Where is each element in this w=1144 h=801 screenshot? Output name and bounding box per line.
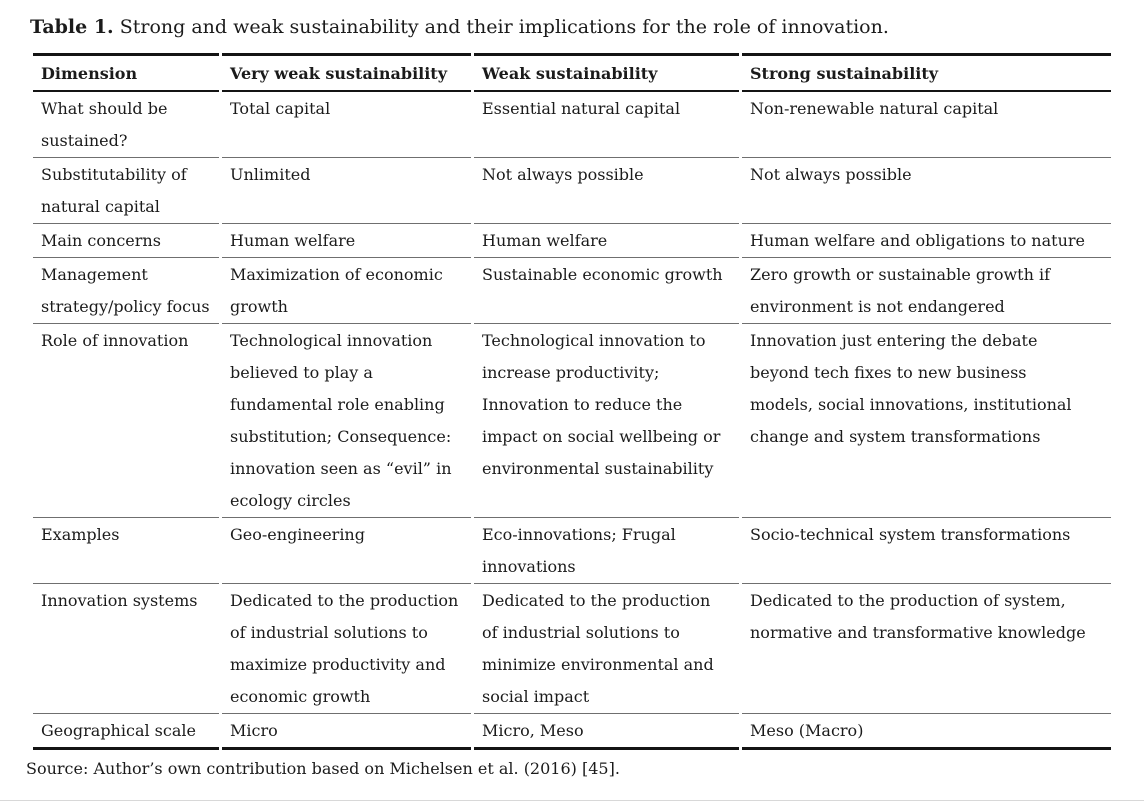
table-number-label: Table 1. xyxy=(30,16,114,38)
table-cell: Human welfare xyxy=(474,224,739,258)
table-cell: Innovation systems xyxy=(33,584,219,714)
table-cell: Meso (Macro) xyxy=(742,714,1111,750)
table-row-role-of-innovation: Role of innovation Technological innovat… xyxy=(33,324,1111,518)
table-cell: Examples xyxy=(33,518,219,584)
table-cell: Micro xyxy=(222,714,471,750)
table-cell: Innovation just entering the debate beyo… xyxy=(742,324,1111,518)
table-row-innovation-systems: Innovation systems Dedicated to the prod… xyxy=(33,584,1111,714)
column-header-dimension: Dimension xyxy=(33,53,219,92)
column-header-weak: Weak sustainability xyxy=(474,53,739,92)
paper-table-figure: Table 1. Strong and weak sustainability … xyxy=(26,14,1114,778)
table-row-examples: Examples Geo-engineering Eco-innovations… xyxy=(33,518,1111,584)
table-cell: Not always possible xyxy=(742,158,1111,224)
table-cell: Essential natural capital xyxy=(474,92,739,158)
table-caption-text: Strong and weak sustainability and their… xyxy=(113,16,889,38)
table-cell: Substitutability of natural capital xyxy=(33,158,219,224)
table-cell: Micro, Meso xyxy=(474,714,739,750)
table-cell: Management strategy/policy focus xyxy=(33,258,219,324)
table-cell: Not always possible xyxy=(474,158,739,224)
column-header-very-weak: Very weak sustainability xyxy=(222,53,471,92)
table-cell: Human welfare and obligations to nature xyxy=(742,224,1111,258)
header-row: Dimension Very weak sustainability Weak … xyxy=(33,53,1111,92)
table-cell: Technological innovation believed to pla… xyxy=(222,324,471,518)
table-cell: Main concerns xyxy=(33,224,219,258)
column-header-strong: Strong sustainability xyxy=(742,53,1111,92)
table-cell: Role of innovation xyxy=(33,324,219,518)
sustainability-table: Dimension Very weak sustainability Weak … xyxy=(30,53,1114,750)
table-cell: Total capital xyxy=(222,92,471,158)
table-row-main-concerns: Main concerns Human welfare Human welfar… xyxy=(33,224,1111,258)
table-caption: Table 1. Strong and weak sustainability … xyxy=(30,14,1114,40)
table-cell: Dedicated to the production of industria… xyxy=(222,584,471,714)
table-row-substitutability: Substitutability of natural capital Unli… xyxy=(33,158,1111,224)
table-cell: Socio-technical system transformations xyxy=(742,518,1111,584)
table-cell: What should be sustained? xyxy=(33,92,219,158)
table-cell: Maximization of economic growth xyxy=(222,258,471,324)
table-row-geographical-scale: Geographical scale Micro Micro, Meso Mes… xyxy=(33,714,1111,750)
table-cell: Non-renewable natural capital xyxy=(742,92,1111,158)
table-cell: Geographical scale xyxy=(33,714,219,750)
table-cell: Zero growth or sustainable growth if env… xyxy=(742,258,1111,324)
table-row-management-strategy: Management strategy/policy focus Maximiz… xyxy=(33,258,1111,324)
table-cell: Geo-engineering xyxy=(222,518,471,584)
table-cell: Eco-innovations; Frugal innovations xyxy=(474,518,739,584)
table-cell: Dedicated to the production of system, n… xyxy=(742,584,1111,714)
source-note: Source: Author’s own contribution based … xyxy=(26,759,620,778)
table-row-what-should-be-sustained: What should be sustained? Total capital … xyxy=(33,92,1111,158)
table-cell: Human welfare xyxy=(222,224,471,258)
table-cell: Technological innovation to increase pro… xyxy=(474,324,739,518)
table-cell: Unlimited xyxy=(222,158,471,224)
table-cell: Dedicated to the production of industria… xyxy=(474,584,739,714)
table-cell: Sustainable economic growth xyxy=(474,258,739,324)
